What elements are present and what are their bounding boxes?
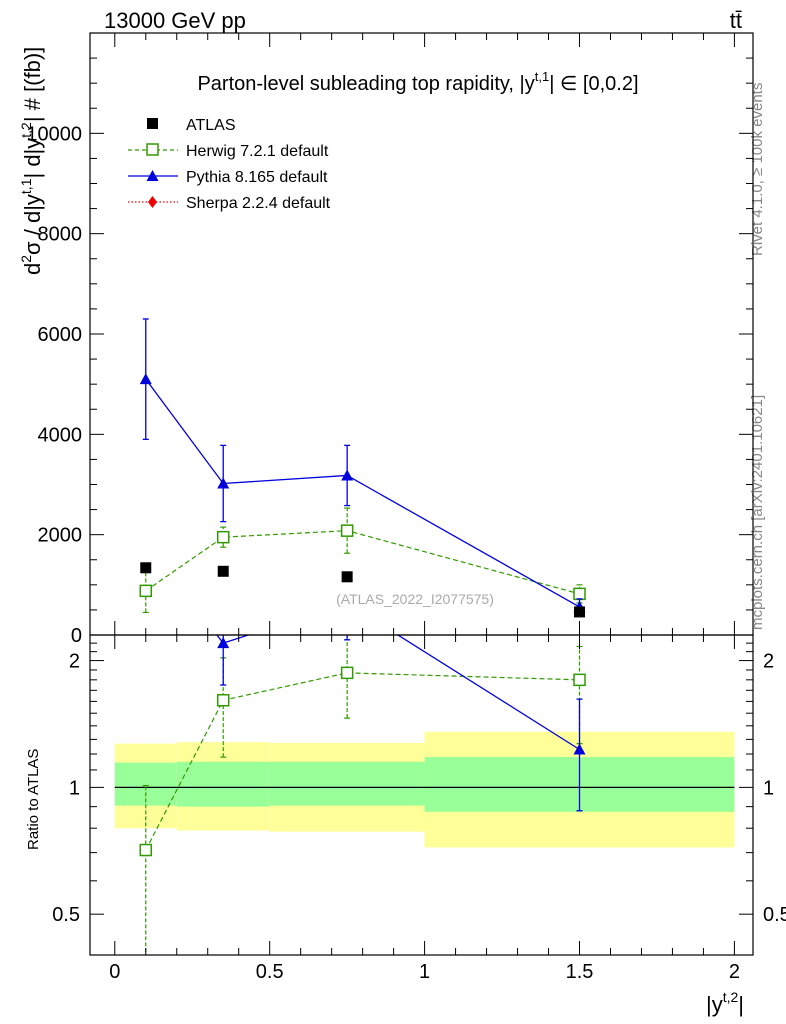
y-tick-label: 6000 <box>38 324 83 346</box>
ratio-pythia-point <box>217 637 230 649</box>
ratio-band-inner <box>269 761 425 806</box>
x-tick-label: 0.5 <box>256 961 284 983</box>
ratio-frame <box>89 634 754 956</box>
atlas-point <box>140 562 152 574</box>
ratio-uncertainty-bands <box>114 731 735 848</box>
ratio-y-tick-label: 2 <box>69 651 80 673</box>
ratio-pythia-point <box>573 743 586 755</box>
y-tick-label: 8000 <box>38 224 83 246</box>
legend-herwig-marker <box>146 143 159 156</box>
title-text-b: | ∈ [0,0.2] <box>549 73 638 95</box>
x-axis-label: |yt,2| <box>706 989 744 1017</box>
ratio-panel-plot-area <box>114 537 735 955</box>
legend-sherpa-marker <box>148 196 157 208</box>
x-tick-label: 1 <box>419 961 430 983</box>
title-text-sup: t,1 <box>535 69 549 84</box>
ratio-herwig-point <box>139 843 153 857</box>
atlas-point <box>217 565 229 577</box>
pythia-point <box>139 373 152 385</box>
legend: ATLAS Herwig 7.2.1 default Pythia 8.165 … <box>128 117 331 212</box>
legend-atlas-marker <box>147 118 158 129</box>
ratio-band-inner <box>176 761 270 807</box>
herwig-point <box>573 587 586 601</box>
x-tick-label: 0 <box>109 961 120 983</box>
ratio-y-tick-label-right: 0.5 <box>763 904 786 926</box>
herwig-point <box>216 530 230 544</box>
ratio-herwig-point <box>340 666 354 680</box>
x-tick-label: 2 <box>729 961 740 983</box>
y-tick-label: 0 <box>71 625 82 647</box>
legend-herwig-label: Herwig 7.2.1 default <box>186 143 329 160</box>
energy-label: 13000 GeV pp <box>104 8 246 33</box>
herwig-line <box>145 530 580 595</box>
main-panel-plot-area <box>139 318 586 618</box>
chart-title: Parton-level subleading top rapidity, |y… <box>197 69 638 95</box>
atlas-point <box>341 571 353 583</box>
legend-atlas-label: ATLAS <box>186 117 236 134</box>
pythia-line <box>145 378 580 608</box>
ratio-herwig-point <box>573 673 586 687</box>
ratio-pythia-line <box>216 635 580 751</box>
ratio-y-tick-label-right: 1 <box>763 777 774 799</box>
y-tick-label: 4000 <box>38 424 83 446</box>
legend-pythia-marker <box>146 170 159 181</box>
pythia-point <box>341 469 354 481</box>
legend-pythia-label: Pythia 8.165 default <box>186 169 328 186</box>
herwig-point <box>139 584 153 598</box>
y-tick-label: 10000 <box>26 123 82 145</box>
herwig-point <box>340 524 354 537</box>
process-label: tt̄ <box>730 8 742 33</box>
ratio-y-tick-label: 0.5 <box>52 904 80 926</box>
title-text-a: Parton-level subleading top rapidity, |y <box>197 73 534 95</box>
y-axis-label: d2σ / d|yt,1| d|yt,2| # [(fb)] <box>18 47 45 275</box>
ratio-y-axis-label: Ratio to ATLAS <box>25 749 42 850</box>
atlas-point <box>574 606 586 618</box>
analysis-watermark: (ATLAS_2022_I2077575) <box>336 591 494 607</box>
x-tick-label: 1.5 <box>566 961 594 983</box>
ratio-y-tick-label: 1 <box>69 777 80 799</box>
ratio-herwig-point <box>216 694 230 707</box>
mcplots-label: mcplots.cern.ch [arXiv:2401.10621] <box>749 395 766 630</box>
main-panel-axis: 0 2000 4000 6000 8000 10000 <box>26 32 754 647</box>
legend-sherpa-label: Sherpa 2.2.4 default <box>186 195 331 212</box>
ratio-y-tick-label-right: 2 <box>763 651 774 673</box>
y-tick-label: 2000 <box>38 525 83 547</box>
ratio-panel-axis: 0.5 0.5 1 1 2 2 0 0.5 1 1.5 2 <box>52 634 786 983</box>
ratio-pythia-point <box>140 537 152 548</box>
pythia-point <box>217 477 230 489</box>
